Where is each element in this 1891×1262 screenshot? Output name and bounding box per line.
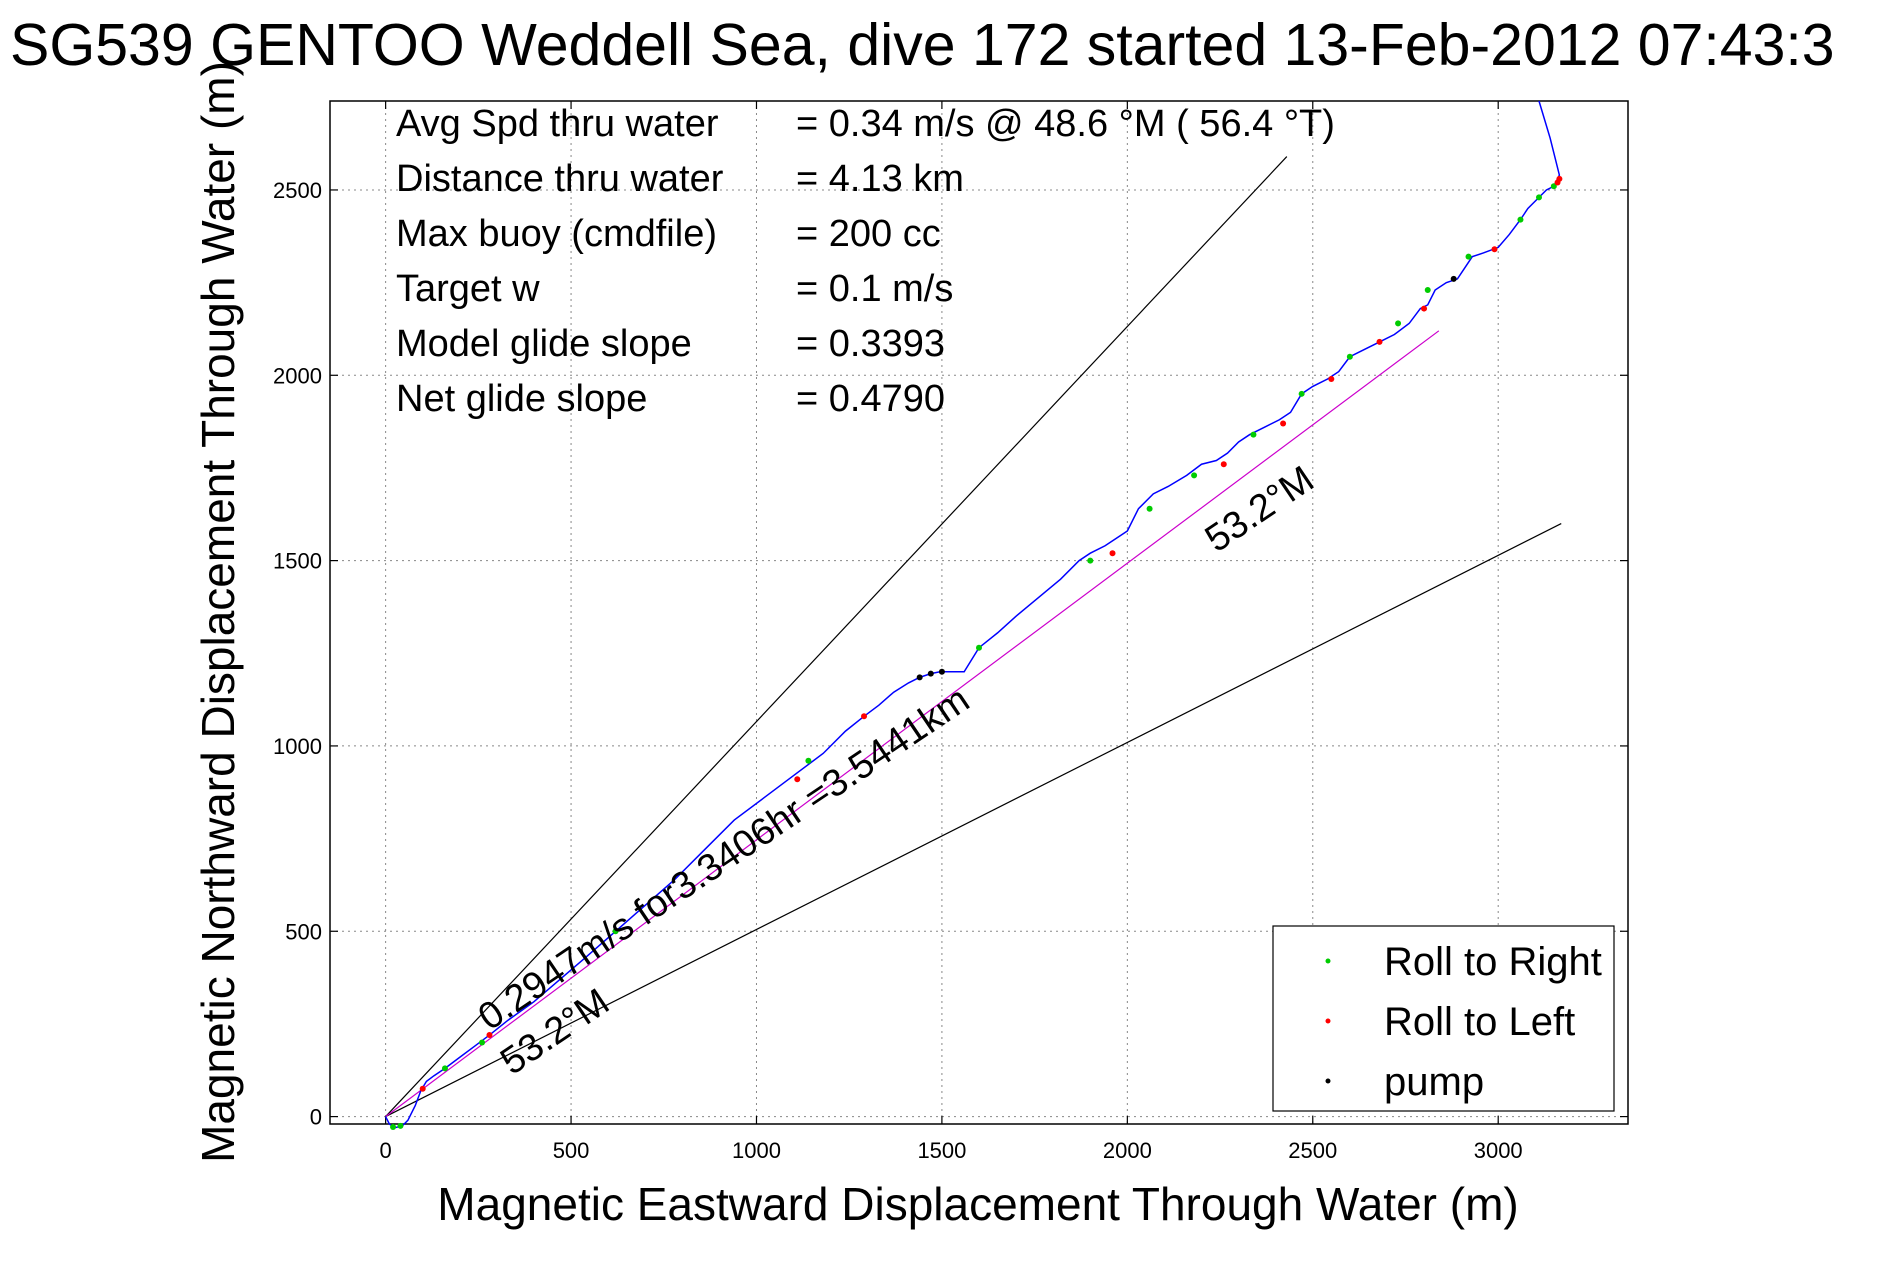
roll-right-marker xyxy=(1087,557,1094,564)
x-tick-label: 3000 xyxy=(1474,1138,1523,1163)
x-tick-label: 0 xyxy=(380,1138,392,1163)
info-label: Target w xyxy=(396,268,540,310)
roll-right-marker xyxy=(1550,183,1557,190)
roll-left-marker xyxy=(1556,175,1563,182)
series-line xyxy=(384,100,1561,1129)
roll-right-marker xyxy=(1250,431,1257,438)
roll-left-marker xyxy=(1328,375,1335,382)
roll-right-marker xyxy=(976,644,982,651)
y-axis-label: Magnetic Northward Displacement Through … xyxy=(192,61,244,1163)
series-lines xyxy=(384,100,1561,1129)
roll-left-marker xyxy=(1109,550,1116,557)
roll-left-marker xyxy=(794,776,801,783)
info-value: = 0.4790 xyxy=(796,378,945,420)
roll-right-marker xyxy=(479,1039,486,1046)
info-value: = 0.3393 xyxy=(796,323,945,365)
pump-marker xyxy=(916,674,923,681)
axis-ticks: 0 500 1000 1500 2000 2500 3000 0 500 1000 1500 2000… xyxy=(273,101,1628,1163)
roll-right-marker xyxy=(1465,253,1472,260)
legend-marker xyxy=(1325,958,1331,964)
x-axis-label: Magnetic Eastward Displacement Through W… xyxy=(437,1178,1518,1230)
reference-lines xyxy=(385,156,1562,1118)
info-value: = 4.13 km xyxy=(796,158,964,200)
y-tick-label: 0 xyxy=(310,1105,322,1130)
roll-right-marker xyxy=(1146,505,1153,512)
info-label: Avg Spd thru water xyxy=(396,103,719,145)
x-tick-label: 2500 xyxy=(1288,1138,1337,1163)
legend: Roll to Right Roll to Left pump xyxy=(1272,925,1615,1112)
y-tick-label: 1000 xyxy=(273,734,322,759)
reference-line xyxy=(385,523,1562,1118)
reference-line xyxy=(385,156,1288,1117)
legend-marker xyxy=(1325,1018,1331,1024)
pump-marker xyxy=(927,670,934,677)
y-tick-label: 2500 xyxy=(273,178,322,203)
info-text-block: Avg Spd thru water = 0.34 m/s @ 48.6 °M (… xyxy=(396,103,1335,420)
roll-right-marker xyxy=(1298,390,1305,397)
grid xyxy=(330,101,1628,1124)
roll-right-marker xyxy=(612,928,619,935)
reference-line xyxy=(385,330,1440,1118)
roll-right-marker xyxy=(1517,216,1524,223)
y-tick-label: 1500 xyxy=(273,549,322,574)
legend-label: pump xyxy=(1384,1060,1484,1104)
chart-title: SG539 GENTOO Weddell Sea, dive 172 start… xyxy=(10,12,1835,78)
roll-left-marker xyxy=(1421,305,1428,312)
info-label: Distance thru water xyxy=(396,158,724,200)
legend-label: Roll to Right xyxy=(1384,940,1602,984)
info-label: Net glide slope xyxy=(396,378,647,420)
roll-left-marker xyxy=(486,1032,493,1039)
roll-right-marker xyxy=(1535,194,1542,201)
roll-left-marker xyxy=(861,713,868,720)
info-value: = 0.1 m/s xyxy=(796,268,953,310)
roll-right-marker xyxy=(397,1122,404,1129)
roll-right-marker xyxy=(1395,320,1402,327)
legend-items: Roll to Right Roll to Left pump xyxy=(1325,940,1602,1104)
info-label: Max buoy (cmdfile) xyxy=(396,213,717,255)
roll-left-marker xyxy=(1376,338,1383,345)
legend-marker xyxy=(1325,1078,1331,1084)
roll-left-marker xyxy=(1220,461,1227,468)
x-tick-label: 1000 xyxy=(732,1138,781,1163)
pump-marker xyxy=(938,668,945,675)
info-value: = 0.34 m/s @ 48.6 °M ( 56.4 °T) xyxy=(796,103,1335,145)
roll-markers xyxy=(390,175,1563,1130)
roll-right-marker xyxy=(805,757,812,764)
roll-left-marker xyxy=(1491,246,1498,253)
roll-right-marker xyxy=(390,1123,397,1130)
roll-right-marker xyxy=(441,1065,448,1072)
info-label: Model glide slope xyxy=(396,323,692,365)
x-tick-label: 500 xyxy=(553,1138,590,1163)
y-tick-label: 2000 xyxy=(273,363,322,388)
x-tick-label: 1500 xyxy=(917,1138,966,1163)
roll-right-marker xyxy=(1191,472,1198,479)
roll-left-marker xyxy=(1280,420,1287,427)
x-tick-label: 2000 xyxy=(1103,1138,1152,1163)
roll-left-marker xyxy=(419,1085,426,1092)
pump-marker xyxy=(1450,275,1457,282)
info-value: = 200 cc xyxy=(796,213,941,255)
legend-label: Roll to Left xyxy=(1384,1000,1575,1044)
roll-right-marker xyxy=(1346,353,1353,360)
roll-right-marker xyxy=(1424,287,1431,294)
y-tick-label: 500 xyxy=(285,919,322,944)
